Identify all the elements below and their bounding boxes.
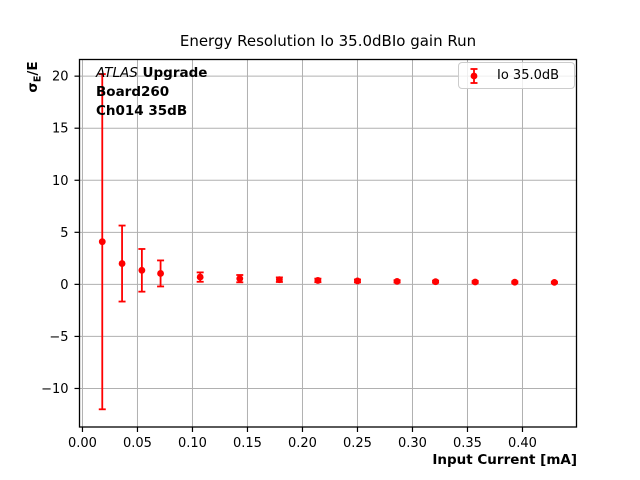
errorbar-marker-icon	[470, 68, 478, 84]
svg-text:20: 20	[52, 70, 69, 85]
svg-text:5: 5	[60, 226, 68, 241]
svg-text:0.10: 0.10	[178, 436, 207, 451]
svg-text:0.05: 0.05	[123, 436, 152, 451]
annotation-line-2: Board260	[96, 84, 170, 100]
svg-text:0.35: 0.35	[453, 436, 482, 451]
annotation-upgrade: Upgrade	[137, 65, 208, 81]
svg-text:−5: −5	[49, 330, 68, 345]
annotation-line-3: Ch014 35dB	[96, 103, 188, 119]
svg-text:0: 0	[60, 278, 68, 293]
svg-text:−10: −10	[41, 382, 68, 397]
svg-text:0.20: 0.20	[288, 436, 317, 451]
y-axis-label: σE/E	[25, 42, 44, 112]
svg-text:0.15: 0.15	[233, 436, 262, 451]
legend: Io 35.0dB	[458, 62, 575, 89]
legend-label: Io 35.0dB	[497, 68, 560, 83]
svg-text:0.00: 0.00	[68, 436, 97, 451]
ylabel-subscript: E	[32, 75, 44, 83]
svg-text:0.40: 0.40	[508, 436, 537, 451]
chart-title: Energy Resolution Io 35.0dBIo gain Run	[179, 32, 477, 50]
annotation-atlas: ATLAS	[96, 65, 138, 81]
ylabel-sigma: σ	[25, 82, 41, 93]
svg-text:10: 10	[52, 174, 69, 189]
svg-text:0.30: 0.30	[398, 436, 427, 451]
annotation-line-1: ATLAS Upgrade	[96, 64, 207, 83]
plot-annotation: ATLAS Upgrade Board260 Ch014 35dB	[96, 64, 207, 121]
svg-text:15: 15	[52, 122, 69, 137]
ylabel-rest: /E	[25, 61, 41, 76]
svg-text:0.25: 0.25	[343, 436, 372, 451]
x-axis-label: Input Current [mA]	[432, 452, 577, 468]
